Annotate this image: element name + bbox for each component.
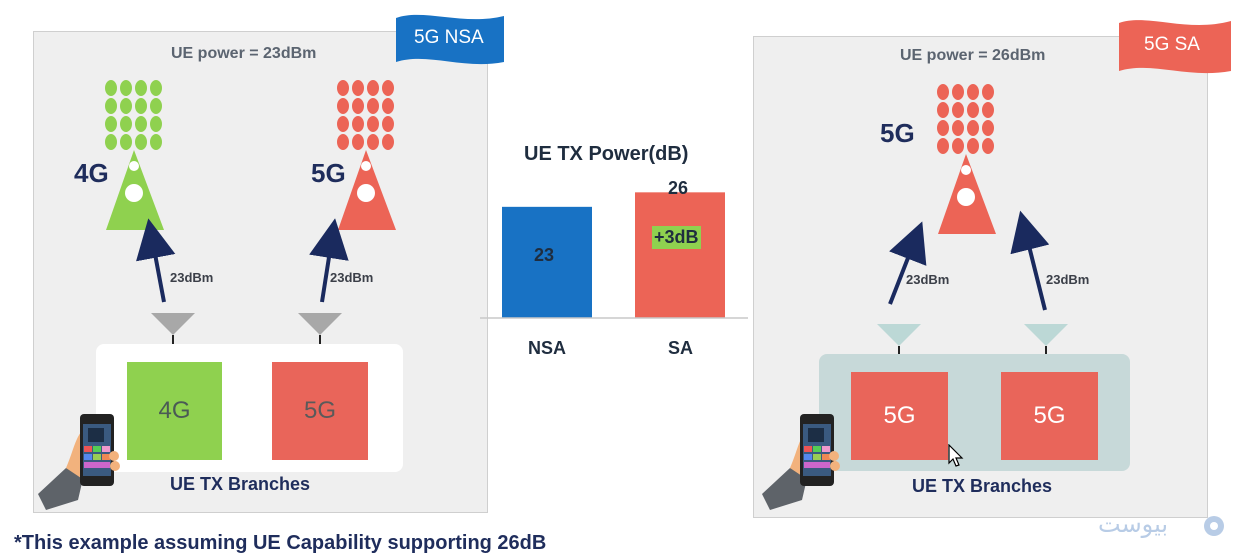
footnote: *This example assuming UE Capability sup… <box>14 532 547 554</box>
arrow-sa-left-label: 23dBm <box>906 272 950 287</box>
tower-5g-sa-label: 5G <box>880 118 915 148</box>
arrow-4g-label: 23dBm <box>170 270 214 285</box>
bar-value-label-nsa: 23 <box>534 245 555 265</box>
antenna-element <box>337 80 349 96</box>
uplink-arrow-sa-right <box>1010 210 1050 311</box>
antenna-element <box>367 134 379 150</box>
chart-title: UE TX Power(dB) <box>524 143 689 165</box>
antenna-element <box>382 98 394 114</box>
antenna-4g-icon <box>151 313 195 335</box>
antenna-element <box>382 134 394 150</box>
antenna-element <box>150 116 162 132</box>
antenna-sa-right-icon <box>1024 324 1068 346</box>
antenna-element <box>937 102 949 118</box>
antenna-element <box>337 116 349 132</box>
uplink-arrow-sa-left <box>888 221 927 305</box>
bar-value-label-sa: 26 <box>668 178 689 198</box>
antenna-element <box>120 98 132 114</box>
antenna-element <box>105 116 117 132</box>
sa-flag-label: 5G SA <box>1144 34 1200 55</box>
antenna-element <box>120 116 132 132</box>
antenna-element <box>952 84 964 100</box>
branch-4g-box: 4G <box>127 362 222 460</box>
arrow-sa-right-label: 23dBm <box>1046 272 1090 287</box>
tower-5g-nsa-label: 5G <box>311 158 346 188</box>
antenna-element <box>952 102 964 118</box>
phone-hand-icon <box>38 414 120 510</box>
sa-ue-power: UE power = 26dBm <box>900 47 1046 64</box>
tower-5g-sa-icon <box>937 84 996 234</box>
antenna-element <box>952 138 964 154</box>
uplink-arrow-4g <box>136 218 176 303</box>
antenna-element <box>982 102 994 118</box>
antenna-element <box>135 98 147 114</box>
antenna-element <box>367 98 379 114</box>
branch-5g-nsa-box: 5G <box>272 362 368 460</box>
bar-nsa <box>502 206 592 318</box>
antenna-element <box>352 80 364 96</box>
antenna-element <box>150 80 162 96</box>
antenna-element <box>135 80 147 96</box>
antenna-element <box>105 98 117 114</box>
sa-arrows <box>877 210 1068 372</box>
antenna-element <box>937 120 949 136</box>
category-label-nsa: NSA <box>528 338 567 358</box>
chart-area <box>480 192 748 319</box>
antenna-element <box>120 80 132 96</box>
branch-sa-left-box: 5G <box>851 372 948 460</box>
antenna-element <box>120 134 132 150</box>
antenna-element <box>135 116 147 132</box>
tower-4g-label: 4G <box>74 158 109 188</box>
antenna-element <box>352 116 364 132</box>
antenna-element <box>337 134 349 150</box>
antenna-element <box>967 120 979 136</box>
uplink-arrow-5g-nsa <box>309 218 349 303</box>
antenna-element <box>382 116 394 132</box>
antenna-element <box>382 80 394 96</box>
nsa-flag <box>396 14 504 65</box>
antenna-element <box>982 120 994 136</box>
antenna-element <box>352 98 364 114</box>
category-label-sa: SA <box>668 338 694 358</box>
antenna-element <box>105 80 117 96</box>
nsa-branches-title: UE TX Branches <box>170 474 311 494</box>
watermark-logo: بیوست <box>1098 510 1168 538</box>
antenna-element <box>367 80 379 96</box>
tower-5g-nsa-icon <box>337 80 396 230</box>
antenna-5g-nsa-icon <box>298 313 342 335</box>
antenna-element <box>337 98 349 114</box>
sa-branches-title: UE TX Branches <box>912 476 1053 496</box>
branch-sa-right-box: 5G <box>1001 372 1098 460</box>
antenna-element <box>150 134 162 150</box>
antenna-element <box>982 138 994 154</box>
nsa-arrows <box>136 218 349 362</box>
bar-sa <box>635 192 725 318</box>
antenna-element <box>352 134 364 150</box>
watermark-logo-icon <box>1204 516 1224 536</box>
antenna-element <box>150 98 162 114</box>
antenna-element <box>105 134 117 150</box>
antenna-element <box>135 134 147 150</box>
antenna-element <box>982 84 994 100</box>
antenna-element <box>967 102 979 118</box>
tower-4g-icon <box>105 80 164 230</box>
mouse-cursor-icon <box>948 444 964 467</box>
phone-hand-sa-icon <box>762 414 840 510</box>
antenna-element <box>367 116 379 132</box>
antenna-element <box>967 138 979 154</box>
sa-flag <box>1119 20 1231 74</box>
arrow-5g-nsa-label: 23dBm <box>330 270 374 285</box>
antenna-element <box>937 138 949 154</box>
nsa-ue-power: UE power = 23dBm <box>171 45 317 62</box>
nsa-flag-label: 5G NSA <box>414 27 484 48</box>
antenna-element <box>952 120 964 136</box>
antenna-sa-left-icon <box>877 324 921 346</box>
antenna-element <box>967 84 979 100</box>
bar-annotation: +3dB <box>652 226 701 249</box>
antenna-element <box>937 84 949 100</box>
